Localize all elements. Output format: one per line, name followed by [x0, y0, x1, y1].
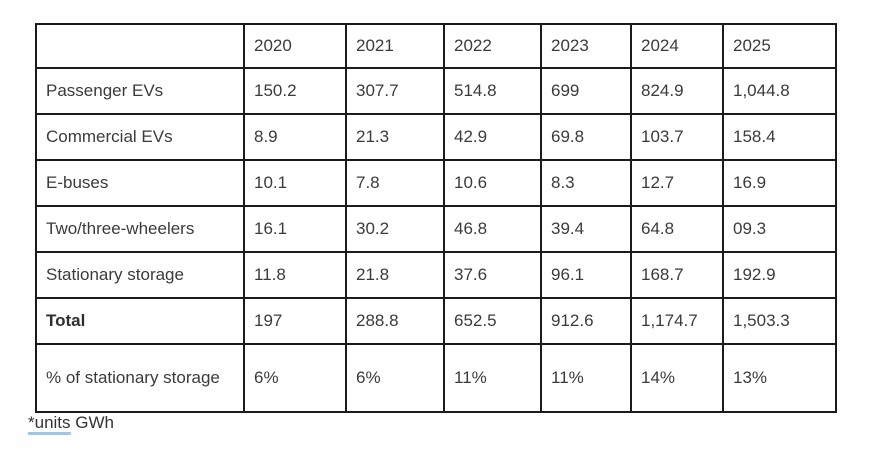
value-cell: 64.8	[630, 205, 724, 253]
value-cell: 11%	[540, 343, 632, 413]
value-cell: 912.6	[540, 297, 632, 345]
value-cell: 192.9	[722, 251, 837, 299]
value-cell: 824.9	[630, 67, 724, 115]
value-cell: 10.6	[443, 159, 542, 207]
value-cell: 1,044.8	[722, 67, 837, 115]
value-cell: 21.3	[345, 113, 445, 161]
table-row: Total 197 288.8 652.5 912.6 1,174.7 1,503.3	[35, 297, 837, 345]
row-label-cell: Two/three-wheelers	[35, 205, 245, 253]
table-row: E-buses 10.1 7.8 10.6 8.3 12.7 16.9	[35, 159, 837, 207]
value-cell: 307.7	[345, 67, 445, 115]
units-footnote-rest-text: GWh	[70, 413, 114, 432]
value-cell: 8.9	[243, 113, 347, 161]
value-cell: 12.7	[630, 159, 724, 207]
value-cell: 96.1	[540, 251, 632, 299]
value-cell: 46.8	[443, 205, 542, 253]
year-header-cell: 2020	[243, 23, 347, 69]
value-cell: 37.6	[443, 251, 542, 299]
value-cell: 1,174.7	[630, 297, 724, 345]
row-label-cell: Passenger EVs	[35, 67, 245, 115]
value-cell: 42.9	[443, 113, 542, 161]
row-label-cell: Stationary storage	[35, 251, 245, 299]
value-cell: 09.3	[722, 205, 837, 253]
value-cell: 14%	[630, 343, 724, 413]
value-cell: 197	[243, 297, 347, 345]
table-row: Two/three-wheelers 16.1 30.2 46.8 39.4 64.8 09…	[35, 205, 837, 253]
ev-battery-demand-table: 2020 2021 2022 2023 2024 2025 Passenger EVs 15…	[35, 23, 837, 413]
row-label-cell: Commercial EVs	[35, 113, 245, 161]
year-header-cell: 2025	[722, 23, 837, 69]
value-cell: 16.1	[243, 205, 347, 253]
table-row: Commercial EVs 8.9 21.3 42.9 69.8 103.7 158.4	[35, 113, 837, 161]
value-cell: 11.8	[243, 251, 347, 299]
value-cell: 11%	[443, 343, 542, 413]
value-cell: 514.8	[443, 67, 542, 115]
value-cell: 7.8	[345, 159, 445, 207]
value-cell: 288.8	[345, 297, 445, 345]
value-cell: 158.4	[722, 113, 837, 161]
year-header-cell: 2021	[345, 23, 445, 69]
value-cell: 699	[540, 67, 632, 115]
value-cell: 16.9	[722, 159, 837, 207]
table-body: Passenger EVs 150.2 307.7 514.8 699 824.9 1,04…	[35, 67, 837, 413]
value-cell: 6%	[243, 343, 347, 413]
units-footnote: *units GWh	[28, 413, 114, 435]
row-label-cell: E-buses	[35, 159, 245, 207]
value-cell: 69.8	[540, 113, 632, 161]
value-cell: 30.2	[345, 205, 445, 253]
value-cell: 10.1	[243, 159, 347, 207]
row-label-cell: % of stationary storage	[35, 343, 245, 413]
value-cell: 39.4	[540, 205, 632, 253]
table-row: % of stationary storage 6% 6% 11% 11% 14% 13%	[35, 343, 837, 413]
value-cell: 1,503.3	[722, 297, 837, 345]
row-label-cell: Total	[35, 297, 245, 345]
value-cell: 652.5	[443, 297, 542, 345]
table-header-row: 2020 2021 2022 2023 2024 2025	[35, 23, 837, 69]
value-cell: 150.2	[243, 67, 347, 115]
table-row: Stationary storage 11.8 21.8 37.6 96.1 168.7 1…	[35, 251, 837, 299]
year-header-cell: 2024	[630, 23, 724, 69]
table-row: Passenger EVs 150.2 307.7 514.8 699 824.9 1,04…	[35, 67, 837, 115]
value-cell: 103.7	[630, 113, 724, 161]
value-cell: 8.3	[540, 159, 632, 207]
year-header-cell: 2022	[443, 23, 542, 69]
value-cell: 21.8	[345, 251, 445, 299]
units-footnote-underlined-text: *units	[28, 413, 71, 435]
corner-header-cell	[35, 23, 245, 69]
value-cell: 13%	[722, 343, 837, 413]
year-header-cell: 2023	[540, 23, 632, 69]
table-header: 2020 2021 2022 2023 2024 2025	[35, 23, 837, 69]
value-cell: 168.7	[630, 251, 724, 299]
value-cell: 6%	[345, 343, 445, 413]
